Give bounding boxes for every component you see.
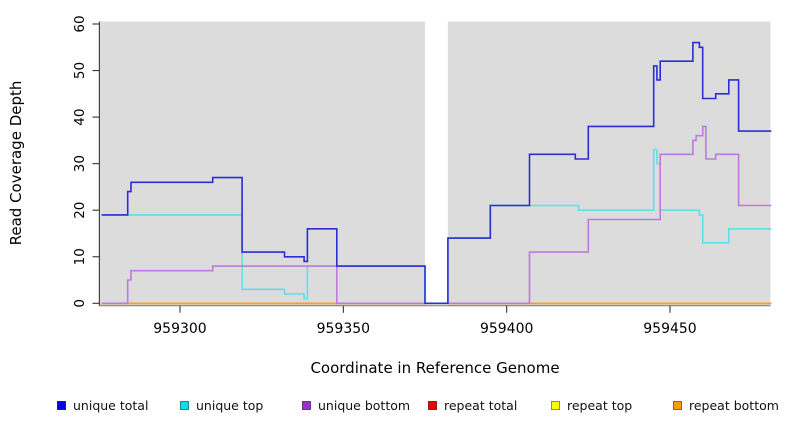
x-tick-label: 959450 bbox=[643, 321, 696, 337]
legend-item-repeat-bottom: repeat bottom bbox=[673, 396, 779, 414]
legend-label: repeat top bbox=[567, 397, 633, 413]
series-line-unique-top bbox=[101, 148, 772, 305]
y-tick-label: 50 bbox=[72, 62, 88, 79]
repeat-top-swatch-icon bbox=[551, 400, 560, 410]
y-tick-label: 0 bbox=[72, 299, 88, 308]
repeat-total-swatch-icon bbox=[428, 400, 437, 410]
y-axis-title: Read Coverage Depth bbox=[7, 81, 25, 246]
legend-item-unique-top: unique top bbox=[180, 396, 263, 414]
legend-item-unique-total: unique total bbox=[57, 396, 148, 414]
x-tick-label: 959300 bbox=[153, 321, 206, 337]
legend: unique total unique top unique bottom re… bbox=[0, 396, 792, 420]
y-tick-label: 40 bbox=[72, 109, 88, 126]
unique-total-swatch-icon bbox=[57, 400, 66, 410]
legend-label: repeat total bbox=[444, 397, 518, 413]
x-axis-ticks: 959300 959350 959400 959450 bbox=[153, 305, 697, 337]
repeat-bottom-swatch-icon bbox=[673, 400, 682, 410]
y-tick-label: 30 bbox=[72, 155, 88, 172]
x-tick-label: 959350 bbox=[317, 321, 370, 337]
series-line-unique-bottom bbox=[101, 125, 772, 305]
y-tick-label: 20 bbox=[72, 202, 88, 219]
x-tick-label: 959400 bbox=[480, 321, 533, 337]
legend-label: repeat bottom bbox=[689, 397, 779, 413]
y-axis-ticks: 0 10 20 30 40 50 60 bbox=[72, 15, 100, 308]
x-axis-title: Coordinate in Reference Genome bbox=[310, 359, 559, 377]
unique-bottom-swatch-icon bbox=[302, 400, 311, 410]
unique-top-swatch-icon bbox=[180, 400, 189, 410]
legend-label: unique bottom bbox=[318, 397, 411, 413]
no-data-gap-band bbox=[425, 21, 448, 306]
no-data-gap-rect bbox=[425, 21, 448, 306]
legend-item-repeat-total: repeat total bbox=[428, 396, 517, 414]
legend-label: unique top bbox=[196, 397, 264, 413]
legend-item-repeat-top: repeat top bbox=[551, 396, 632, 414]
y-tick-label: 60 bbox=[72, 15, 88, 32]
legend-label: unique total bbox=[73, 397, 149, 413]
series-lines bbox=[101, 41, 772, 305]
legend-item-unique-bottom: unique bottom bbox=[302, 396, 410, 414]
series-line-unique-total bbox=[101, 41, 772, 305]
y-tick-label: 10 bbox=[72, 248, 88, 265]
